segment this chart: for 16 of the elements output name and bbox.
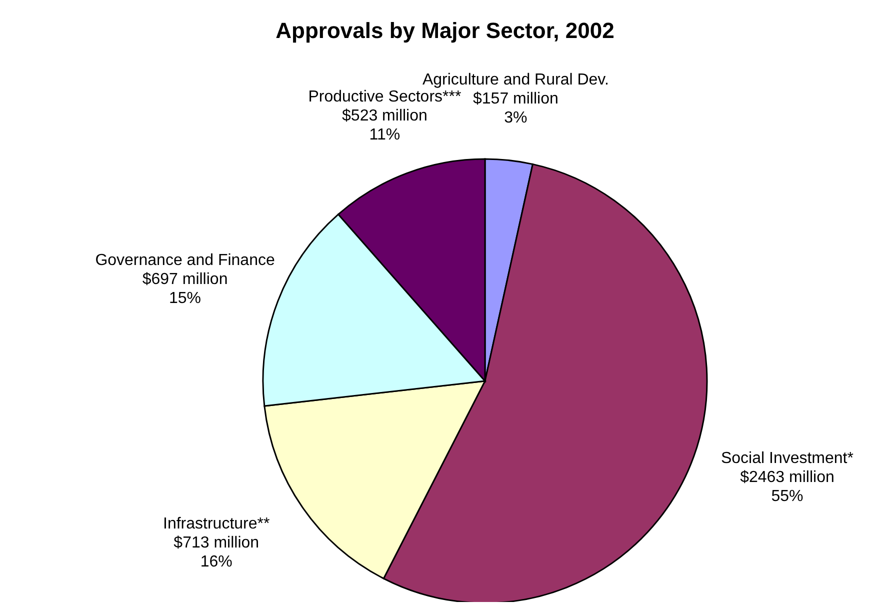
slice-label: Productive Sectors*** (308, 88, 462, 106)
text: 16% (200, 553, 232, 570)
data-label: $2463 million (740, 469, 834, 486)
slice-label: Agriculture and Rural Dev. (422, 72, 609, 89)
slice-label: Infrastructure** (163, 515, 270, 532)
data-label: $697 million (142, 270, 228, 288)
text: 15% (169, 290, 202, 307)
slice-label: Governance and Finance (95, 252, 275, 269)
data-label: $713 million (174, 534, 260, 552)
text: 3% (504, 110, 528, 127)
data-label: $157 million (473, 90, 558, 108)
data-label: $523 million (342, 107, 428, 124)
chart-title: Approvals by Major Sector, 2002 (274, 18, 616, 44)
text: 11% (369, 126, 400, 144)
text: 55% (771, 488, 804, 506)
slice-label: Social Investment* (720, 450, 854, 468)
